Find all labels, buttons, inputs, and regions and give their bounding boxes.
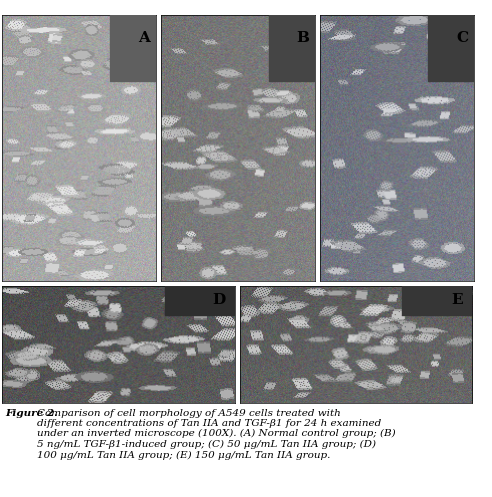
Text: Comparison of cell morphology of A549 cells treated with
different concentration: Comparison of cell morphology of A549 ce… — [37, 409, 396, 460]
Text: A: A — [138, 31, 150, 45]
Text: C: C — [456, 31, 468, 45]
Bar — [110, 15, 156, 82]
Bar — [402, 286, 472, 315]
Text: E: E — [451, 293, 462, 307]
Bar — [165, 286, 235, 315]
Bar — [269, 15, 315, 82]
Bar — [428, 15, 474, 82]
Text: B: B — [296, 31, 309, 45]
Text: D: D — [212, 293, 225, 307]
Text: Figure 2.: Figure 2. — [5, 409, 58, 417]
